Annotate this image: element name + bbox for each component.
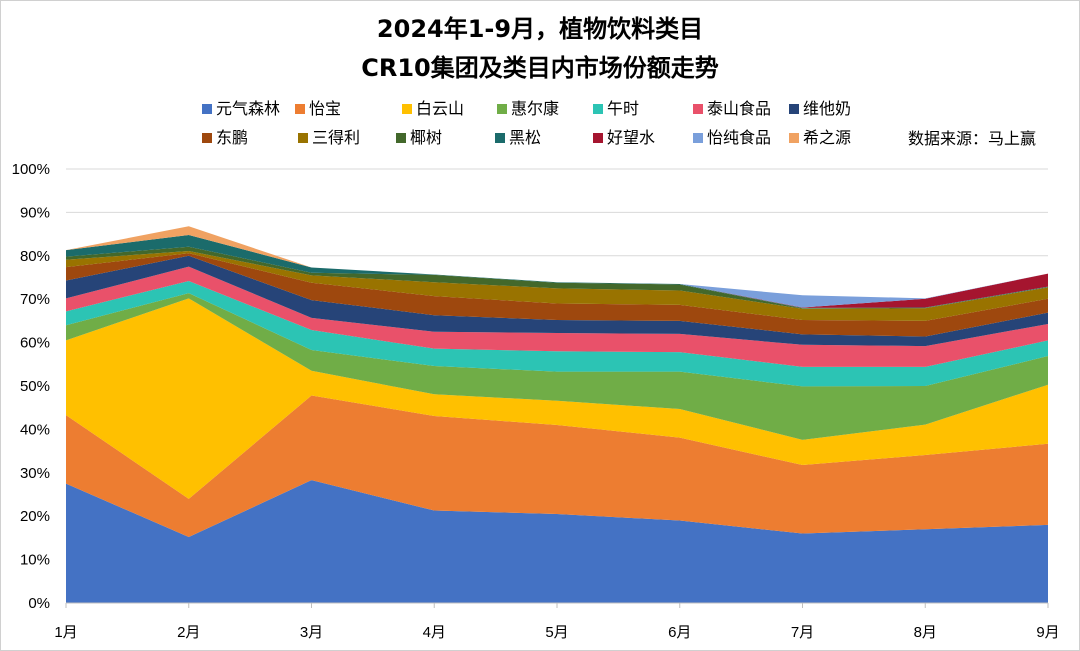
source-note: 数据来源：马上赢 (908, 129, 1036, 148)
y-tick-label: 70% (20, 291, 50, 308)
area-series-14 (66, 226, 1048, 299)
area-series-11 (66, 234, 1048, 309)
legend-label: 惠尔康 (511, 99, 559, 118)
y-tick-label: 100% (12, 161, 50, 178)
legend-label: 好望水 (607, 128, 655, 147)
legend-label: 希之源 (803, 128, 851, 147)
area-series-6 (66, 266, 1048, 367)
area-series-12 (66, 234, 1048, 308)
x-tick-label: 2月 (177, 624, 200, 641)
y-tick-label: 50% (20, 378, 50, 395)
legend-label: 白云山 (416, 99, 464, 118)
x-tick-label: 9月 (1036, 624, 1059, 641)
y-tick-label: 80% (20, 248, 50, 265)
legend-swatch (789, 104, 799, 114)
y-tick-label: 40% (20, 421, 50, 438)
y-tick-label: 90% (20, 204, 50, 221)
legend-swatch (497, 104, 507, 114)
x-tick-label: 8月 (914, 624, 937, 641)
x-tick-label: 5月 (545, 624, 568, 641)
legend-label: 椰树 (410, 128, 442, 147)
legend-swatch (495, 133, 505, 143)
x-tick-label: 1月 (54, 624, 77, 641)
x-tick-label: 6月 (668, 624, 691, 641)
area-series-5 (66, 280, 1048, 387)
legend-swatch (396, 133, 406, 143)
legend-swatch (202, 104, 212, 114)
area-series-8 (66, 253, 1048, 337)
area-series-1 (66, 480, 1048, 603)
chart-title-line-1: 2024年1-9月，植物饮料类目 (377, 15, 703, 43)
x-tick-label: 7月 (791, 624, 814, 641)
y-tick-label: 30% (20, 465, 50, 482)
legend-label: 三得利 (312, 128, 360, 147)
legend-swatch (295, 104, 305, 114)
area-series (66, 226, 1048, 603)
legend-swatch (593, 133, 603, 143)
legend-swatch (298, 133, 308, 143)
legend-swatch (693, 104, 703, 114)
area-series-4 (66, 293, 1048, 440)
legend-swatch (693, 133, 703, 143)
legend-label: 东鹏 (216, 128, 248, 147)
axes: 0% 10% 20% 30% 40% 50% 60% 70% 80% 90% 100% 1月 2月 3月 4… (12, 161, 1060, 641)
y-tick-label: 60% (20, 335, 50, 352)
area-series-9 (66, 251, 1048, 321)
legend-label: 怡纯食品 (707, 128, 771, 147)
x-tick-label: 4月 (423, 624, 446, 641)
legend-label: 午时 (607, 99, 639, 118)
legend-label: 泰山食品 (707, 99, 771, 118)
chart-title-line-2: CR10集团及类目内市场份额走势 (361, 54, 719, 82)
y-tick-label: 20% (20, 508, 50, 525)
legend-label: 黑松 (509, 128, 541, 147)
legend-swatch (202, 133, 212, 143)
area-series-2 (66, 395, 1048, 538)
x-tick-label: 3月 (300, 624, 323, 641)
legend-label: 维他奶 (803, 99, 851, 118)
legend-swatch (593, 104, 603, 114)
y-tick-label: 10% (20, 552, 50, 569)
legend-swatch (789, 133, 799, 143)
legend-label: 元气森林 (216, 99, 280, 118)
legend-swatch (402, 104, 412, 114)
area-series-7 (66, 255, 1048, 347)
area-series-3 (66, 298, 1048, 499)
legend-label: 怡宝 (309, 99, 341, 118)
y-tick-label: 0% (28, 595, 50, 612)
